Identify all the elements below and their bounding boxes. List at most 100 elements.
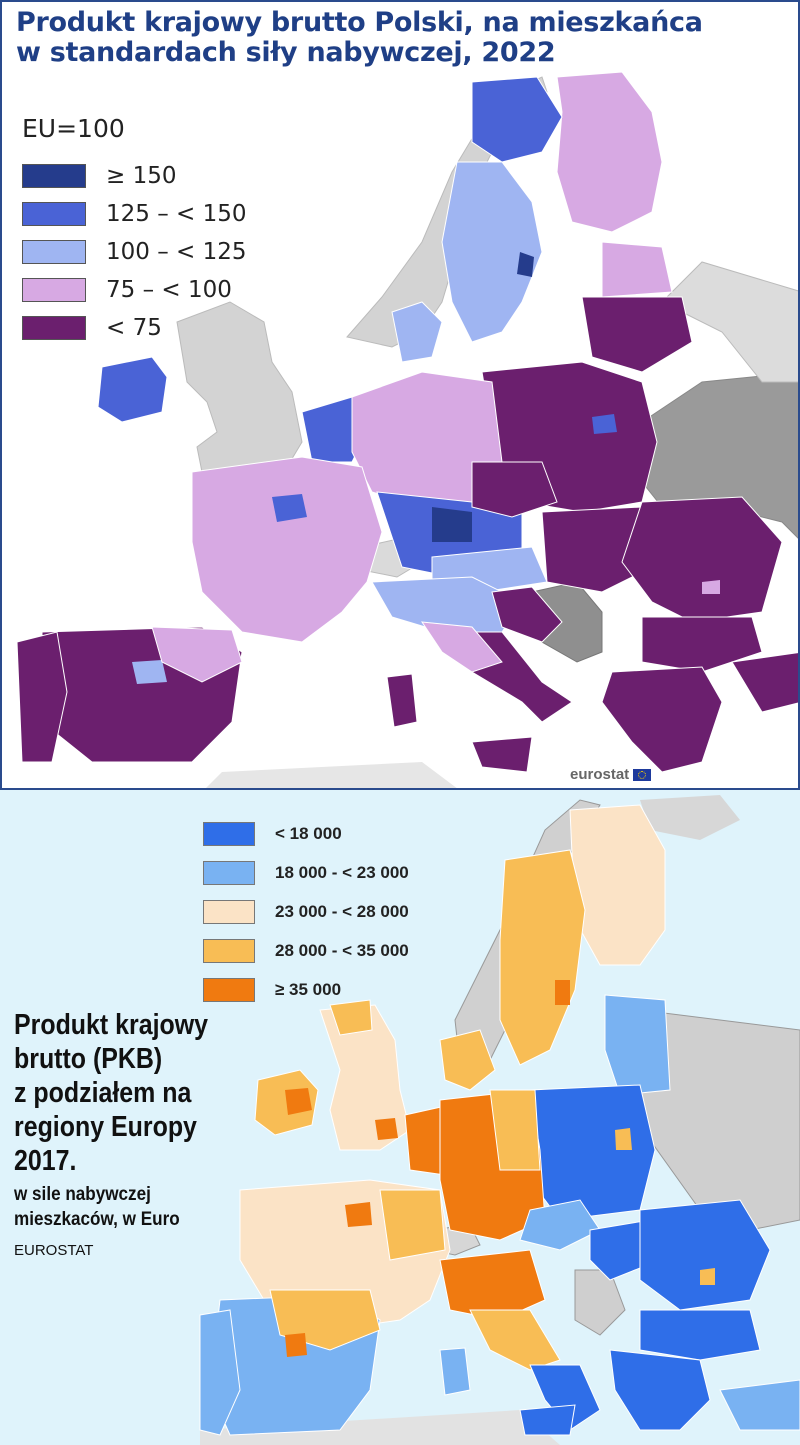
legend-item: ≥ 35 000 <box>203 970 409 1009</box>
bottom-choropleth-map <box>199 795 800 1445</box>
croatia-region <box>491 586 563 643</box>
legend-swatch <box>22 316 86 340</box>
madrid-region <box>132 660 167 684</box>
romania-region <box>621 496 783 623</box>
warsaw-region <box>615 1128 632 1150</box>
greece-region <box>601 666 723 773</box>
legend-swatch <box>203 977 255 1002</box>
legend-label: 23 000 - < 28 000 <box>275 901 409 921</box>
legend-swatch <box>203 860 255 885</box>
legend-item: 18 000 - < 23 000 <box>203 853 409 892</box>
bucharest-region <box>702 580 720 594</box>
legend-swatch <box>203 821 255 846</box>
top-map-legend: EU=100 ≥ 150 125 – < 150 100 – < 125 75 … <box>22 114 247 347</box>
legend-item: < 75 <box>22 309 247 347</box>
poland-region <box>529 1084 656 1221</box>
south-italy-region <box>529 1364 601 1431</box>
dublin-region <box>285 1088 312 1115</box>
bottom-map-subtitle: w sile nabywczej mieszkaców, w Euro <box>14 1182 230 1232</box>
title-line: 2017. <box>14 1145 77 1177</box>
finland-region <box>556 71 663 233</box>
central-italy-region <box>420 621 503 673</box>
bucharest-region <box>700 1268 715 1285</box>
denmark-region <box>391 301 443 363</box>
legend-item: 23 000 - < 28 000 <box>203 892 409 931</box>
top-map-title-line2: w standardach siły nabywczej, 2022 <box>16 37 556 68</box>
north-spain-region <box>151 626 243 683</box>
title-line: brutto (PKB) <box>14 1043 163 1075</box>
russia-region <box>661 261 798 383</box>
legend-label: < 75 <box>106 315 162 341</box>
legend-item: 28 000 - < 35 000 <box>203 931 409 970</box>
legend-label: ≥ 150 <box>106 163 177 189</box>
top-map-title-line1: Produkt krajowy brutto Polski, na mieszk… <box>16 7 703 38</box>
romania-region <box>639 1199 771 1311</box>
bottom-map-title: Produkt krajowy brutto (PKB) z podziałem… <box>14 1008 212 1178</box>
scotland-region <box>329 999 373 1036</box>
paris-region <box>345 1202 372 1227</box>
munich-region <box>432 507 472 542</box>
title-line: regiony Europy <box>14 1111 197 1143</box>
legend-item: 100 – < 125 <box>22 233 247 271</box>
legend-label: ≥ 35 000 <box>275 979 342 999</box>
czech-region <box>471 461 558 518</box>
legend-item: 125 – < 150 <box>22 195 247 233</box>
warsaw-region <box>592 414 617 434</box>
belarus-ukraine-region <box>641 371 798 539</box>
north-africa-region <box>206 762 457 788</box>
sweden-south-region <box>441 161 543 343</box>
france-region <box>191 456 383 643</box>
turkey-cyprus-region <box>731 652 798 713</box>
estonia-latvia-region <box>601 241 673 298</box>
legend-swatch <box>203 938 255 963</box>
sweden-region <box>499 849 586 1066</box>
legend-label: 75 – < 100 <box>106 277 232 303</box>
legend-item: < 18 000 <box>203 814 409 853</box>
london-region <box>375 1118 398 1140</box>
subtitle-line2: mieszkaców, w Euro <box>14 1209 180 1230</box>
legend-label: < 18 000 <box>275 823 342 843</box>
top-map-panel: Produkt krajowy brutto Polski, na mieszk… <box>0 0 800 790</box>
legend-swatch <box>22 240 86 264</box>
legend-title: EU=100 <box>22 114 125 143</box>
stockholm-region <box>517 252 534 277</box>
ireland-region <box>97 356 168 423</box>
sweden-north-region <box>471 76 563 163</box>
legend-item: 75 – < 100 <box>22 271 247 309</box>
finland-region <box>569 804 666 966</box>
eu-flag-icon <box>633 768 652 781</box>
title-line: Produkt krajowy <box>14 1009 209 1041</box>
top-map-title: Produkt krajowy brutto Polski, na mieszk… <box>16 8 796 68</box>
legend-label: 100 – < 125 <box>106 239 247 265</box>
subtitle-line1: w sile nabywczej <box>14 1184 151 1205</box>
lithuania-region <box>581 296 693 373</box>
legend-swatch <box>203 899 255 924</box>
greece-region <box>609 1349 711 1431</box>
madrid-region <box>285 1333 307 1357</box>
east-france-region <box>379 1189 446 1261</box>
east-germany-region <box>489 1089 541 1171</box>
iceland-region <box>640 795 740 840</box>
sicily-region <box>519 1404 576 1436</box>
portugal-region <box>199 1309 241 1436</box>
north-africa-region <box>200 1410 560 1445</box>
sardinia-region <box>439 1347 471 1396</box>
legend-label: 125 – < 150 <box>106 201 247 227</box>
top-choropleth-map <box>16 71 798 788</box>
bottom-map-source: EUROSTAT <box>14 1242 94 1259</box>
eurostat-logo: eurostat <box>570 766 652 783</box>
central-italy-region <box>469 1309 561 1371</box>
legend-swatch <box>22 164 86 188</box>
source-label: eurostat <box>570 766 630 783</box>
legend-label: 28 000 - < 35 000 <box>275 940 409 960</box>
balkans-region <box>574 1269 626 1336</box>
title-line: z podziałem na <box>14 1077 192 1109</box>
legend-item: ≥ 150 <box>22 157 247 195</box>
paris-region <box>272 494 307 522</box>
bulgaria-region <box>639 1309 761 1361</box>
baltics-region <box>604 994 671 1096</box>
legend-label: 18 000 - < 23 000 <box>275 862 409 882</box>
denmark-region <box>439 1029 496 1091</box>
legend-swatch <box>22 278 86 302</box>
sardinia-region <box>386 673 418 728</box>
